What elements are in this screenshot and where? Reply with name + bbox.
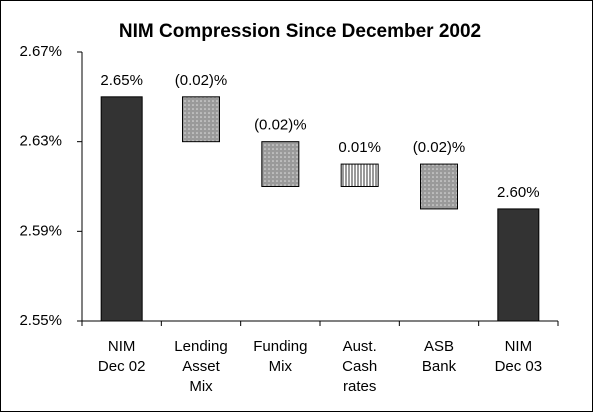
value-label: (0.02)% [254, 117, 307, 134]
y-tick-label: 2.59% [19, 222, 62, 239]
x-tick-label: ASB [424, 338, 454, 355]
x-tick-label: Funding [253, 338, 307, 355]
bar [100, 96, 143, 322]
x-tick-label: Mix [269, 358, 293, 375]
y-tick-label: 2.55% [19, 312, 62, 329]
x-tick-label: Asset [182, 358, 220, 375]
x-tick-label: Mix [189, 378, 213, 395]
y-tick-label: 2.63% [19, 133, 62, 150]
x-tick-label: Aust. [343, 338, 377, 355]
x-tick-label: Dec 02 [98, 358, 146, 375]
y-tick-label: 2.67% [19, 43, 62, 60]
bar [261, 141, 300, 188]
value-label: 2.65% [100, 72, 143, 89]
x-tick-label: Dec 03 [495, 358, 543, 375]
x-tick-label: Lending [174, 338, 227, 355]
value-label: 0.01% [338, 139, 381, 156]
value-label: 2.60% [497, 184, 540, 201]
bar [420, 163, 458, 210]
x-tick-label: Bank [422, 358, 457, 375]
bar [182, 96, 220, 143]
x-tick-label: Cash [342, 358, 377, 375]
x-tick-label: NIM [108, 338, 136, 355]
bar [497, 208, 540, 322]
value-label: (0.02)% [413, 139, 466, 156]
x-tick-label: rates [343, 378, 376, 395]
chart-title: NIM Compression Since December 2002 [119, 21, 481, 42]
x-tick-label: NIM [505, 338, 533, 355]
bar [340, 163, 379, 187]
value-label: (0.02)% [175, 72, 228, 89]
